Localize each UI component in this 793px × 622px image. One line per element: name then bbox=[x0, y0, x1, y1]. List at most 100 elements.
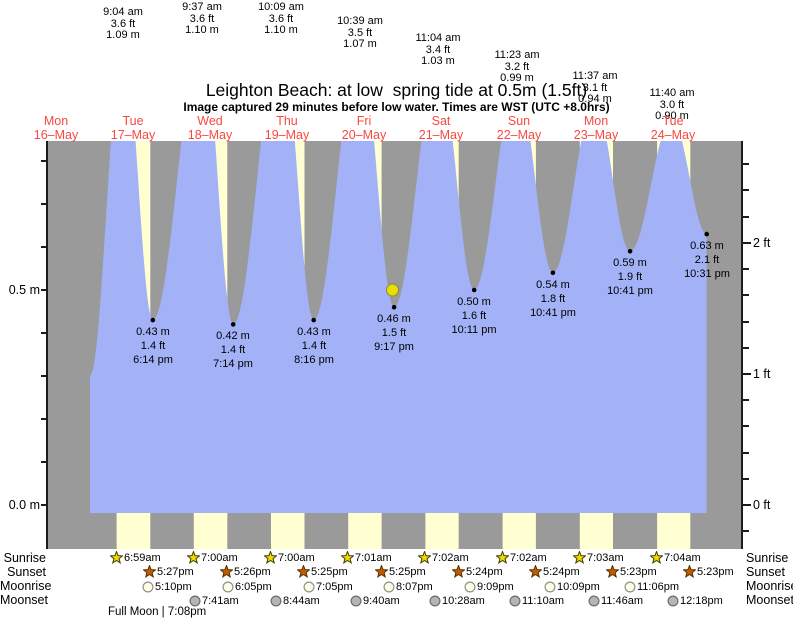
high-tide-annotation: 9:04 am 3.6 ft 1.09 m bbox=[103, 6, 143, 41]
sunset-star-icon bbox=[297, 565, 310, 578]
y-axis-tick-ft bbox=[743, 452, 749, 454]
moonset-entry: 11:10am bbox=[509, 594, 564, 607]
low-tide-dot bbox=[471, 287, 477, 293]
sunrise-row-label-right: Sunrise bbox=[746, 551, 789, 565]
low-tide-dot bbox=[704, 231, 709, 237]
day-label: Wed 18–May bbox=[187, 114, 233, 142]
sunrise-star-icon bbox=[341, 551, 354, 564]
sunrise-entry: 7:00am bbox=[264, 551, 315, 564]
sunrise-time: 7:01am bbox=[355, 551, 392, 564]
moonrise-time: 5:10pm bbox=[155, 580, 192, 593]
sunset-entry: 5:23pm bbox=[606, 565, 657, 578]
sunset-row-label-right: Sunset bbox=[746, 565, 785, 579]
sunrise-time: 7:03am bbox=[587, 551, 624, 564]
y-axis-tick-ft bbox=[743, 163, 749, 165]
sunrise-time: 7:00am bbox=[278, 551, 315, 564]
low-tide-annotation: 0.43 m 1.4 ft 6:14 pm bbox=[133, 326, 173, 366]
moonset-time: 12:18pm bbox=[680, 594, 723, 607]
low-tide-dot bbox=[230, 322, 236, 327]
moonset-moon-icon bbox=[270, 594, 282, 607]
y-axis-tick-ft bbox=[743, 294, 749, 296]
low-tide-dot bbox=[311, 317, 317, 323]
y-axis-tick-ft bbox=[743, 373, 751, 375]
y-axis-label-ft: 2 ft bbox=[753, 236, 771, 250]
day-label: Fri 20–May bbox=[341, 114, 387, 142]
sunset-entry: 5:25pm bbox=[375, 565, 426, 578]
moonset-entry: 10:28am bbox=[429, 594, 485, 607]
sunset-time: 5:24pm bbox=[543, 565, 580, 578]
day-label: Sun 22–May bbox=[496, 114, 542, 142]
no-data-right bbox=[706, 141, 742, 549]
moonset-time: 7:41am bbox=[202, 594, 239, 607]
moonrise-moon-icon bbox=[222, 580, 234, 593]
sunrise-time: 7:02am bbox=[510, 551, 547, 564]
moonset-entry: 11:46am bbox=[588, 594, 643, 607]
high-tide-annotation: 11:23 am 3.2 ft 0.99 m bbox=[494, 49, 540, 84]
sunset-row-label-left: Sunset bbox=[7, 565, 46, 579]
moonset-time: 11:10am bbox=[522, 594, 564, 607]
high-tide-annotation: 11:37 am 3.1 ft 0.94 m bbox=[572, 70, 618, 105]
y-axis-tick-ft bbox=[743, 399, 749, 401]
y-axis-tick-m bbox=[41, 160, 47, 162]
moonrise-entry: 10:09pm bbox=[544, 580, 600, 593]
sunset-entry: 5:27pm bbox=[143, 565, 194, 578]
moonrise-moon-icon bbox=[142, 580, 154, 593]
y-axis-tick-ft bbox=[743, 189, 749, 191]
sunrise-time: 7:00am bbox=[201, 551, 238, 564]
y-axis-tick-ft bbox=[743, 478, 749, 480]
current-position-marker bbox=[386, 283, 399, 297]
y-axis-tick-ft bbox=[743, 321, 749, 323]
chart-title: Leighton Beach: at low spring tide at 0.… bbox=[205, 80, 588, 100]
y-axis-tick-m bbox=[41, 332, 47, 334]
sunrise-entry: 7:03am bbox=[573, 551, 624, 564]
low-tide-annotation: 0.63 m 2.1 ft 10:31 pm bbox=[684, 240, 730, 280]
day-label: Tue 24–May bbox=[650, 114, 696, 142]
day-label: Tue 17–May bbox=[110, 114, 156, 142]
day-label: Sat 21–May bbox=[418, 114, 464, 142]
sunrise-entry: 7:00am bbox=[187, 551, 238, 564]
sunset-time: 5:26pm bbox=[234, 565, 271, 578]
y-axis-right-line bbox=[741, 141, 743, 549]
y-axis-tick-ft bbox=[743, 347, 749, 349]
sunset-entry: 5:26pm bbox=[220, 565, 271, 578]
high-tide-annotation: 11:04 am 3.4 ft 1.03 m bbox=[415, 32, 461, 67]
sunrise-star-icon bbox=[264, 551, 277, 564]
low-tide-dot bbox=[391, 304, 397, 310]
tide-plot-area bbox=[48, 32, 742, 549]
tide-curve-plot bbox=[48, 32, 742, 549]
sunset-time: 5:23pm bbox=[697, 565, 734, 578]
y-axis-label-ft: 1 ft bbox=[753, 367, 771, 381]
sunrise-entry: 7:02am bbox=[496, 551, 547, 564]
high-tide-annotation: 11:40 am 3.0 ft 0.90 m bbox=[649, 87, 695, 122]
sunrise-entry: 7:02am bbox=[418, 551, 469, 564]
y-axis-label-m: 0.5 m bbox=[8, 283, 40, 297]
y-axis-tick-m bbox=[41, 504, 47, 506]
y-axis-label-ft: 0 ft bbox=[753, 498, 771, 512]
sunset-entry: 5:23pm bbox=[683, 565, 734, 578]
moonset-time: 10:28am bbox=[442, 594, 485, 607]
y-axis-label-m: 0.0 m bbox=[8, 498, 40, 512]
high-tide-annotation: 10:09 am 3.6 ft 1.10 m bbox=[258, 1, 304, 36]
y-axis-tick-m bbox=[41, 418, 47, 420]
moonset-moon-icon bbox=[509, 594, 521, 607]
moonrise-time: 7:05pm bbox=[316, 580, 353, 593]
low-tide-annotation: 0.43 m 1.4 ft 8:16 pm bbox=[294, 326, 334, 366]
moonrise-time: 6:05pm bbox=[235, 580, 272, 593]
sunrise-star-icon bbox=[496, 551, 509, 564]
y-axis-tick-ft bbox=[743, 425, 749, 427]
sunrise-time: 7:02am bbox=[432, 551, 469, 564]
day-label: Thu 19–May bbox=[264, 114, 310, 142]
moonset-row-label-left: Moonset bbox=[0, 593, 48, 607]
sunset-time: 5:23pm bbox=[620, 565, 657, 578]
sunset-time: 5:25pm bbox=[311, 565, 348, 578]
moonrise-row-label-left: Moonrise bbox=[0, 579, 52, 593]
moonrise-moon-icon bbox=[383, 580, 395, 593]
sunset-star-icon bbox=[375, 565, 388, 578]
tide-water-area bbox=[90, 32, 707, 513]
moonrise-entry: 5:10pm bbox=[142, 580, 192, 593]
low-tide-dot bbox=[150, 317, 156, 323]
sunrise-star-icon bbox=[650, 551, 663, 564]
y-axis-tick-m bbox=[41, 289, 47, 291]
sunrise-star-icon bbox=[110, 551, 123, 564]
